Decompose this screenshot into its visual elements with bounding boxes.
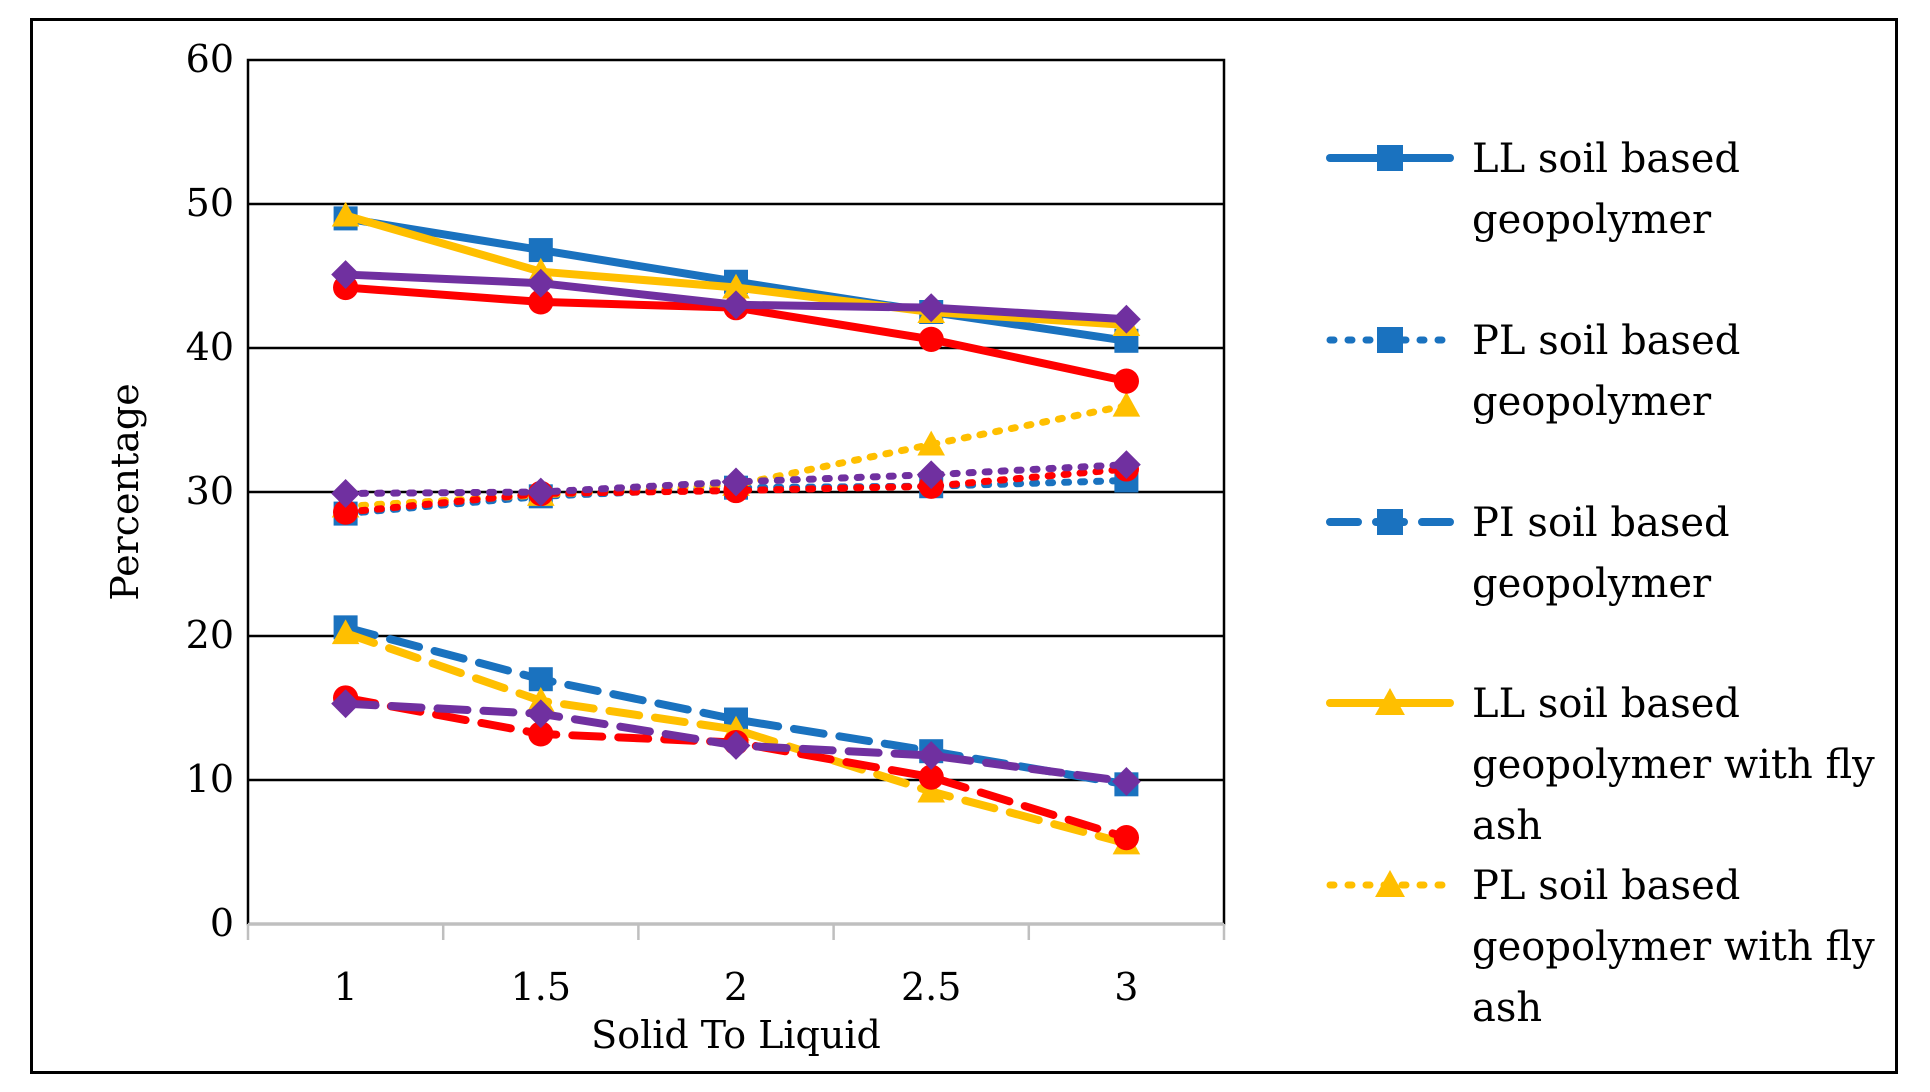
data-point xyxy=(916,460,946,490)
data-point xyxy=(721,467,751,497)
y-tick-label: 50 xyxy=(186,181,234,225)
data-point xyxy=(721,731,751,760)
data-point xyxy=(1113,825,1139,851)
y-tick-label: 60 xyxy=(186,37,234,81)
y-axis: 0 10 20 30 40 50 60 xyxy=(186,37,234,945)
legend-label: PI soil based xyxy=(1472,500,1730,546)
data-point xyxy=(526,477,556,507)
data-point xyxy=(1112,304,1141,334)
y-tick-label: 0 xyxy=(210,901,234,945)
legend-label: geopolymer with fly xyxy=(1472,924,1875,970)
data-point xyxy=(1112,450,1141,480)
data-point xyxy=(1112,391,1141,417)
data-point xyxy=(333,499,359,525)
y-tick-label: 40 xyxy=(186,325,234,369)
y-tick-label: 30 xyxy=(186,469,234,513)
legend-marker xyxy=(1377,509,1403,535)
data-point xyxy=(331,260,360,289)
legend-label: ash xyxy=(1472,803,1542,849)
legend-label: geopolymer with fly xyxy=(1472,742,1875,788)
legend-item: LL soil based geopolymer with fly ash xyxy=(1326,681,1875,849)
x-axis: 1 1.5 2 2.5 3 xyxy=(246,922,1226,1009)
legend-marker xyxy=(1375,688,1405,715)
series-line xyxy=(341,629,1131,848)
series-12 xyxy=(331,689,1141,796)
x-tick-label: 2 xyxy=(724,965,748,1009)
data-point xyxy=(918,764,944,790)
legend-marker xyxy=(1377,327,1403,353)
data-point xyxy=(526,268,556,298)
chart-frame xyxy=(30,18,1898,1074)
data-point xyxy=(722,273,750,299)
data-point xyxy=(917,777,945,803)
legend-label: geopolymer xyxy=(1472,197,1712,243)
data-point xyxy=(528,721,554,747)
series-layer xyxy=(331,201,1141,855)
x-tick-label: 2.5 xyxy=(901,965,961,1009)
legend-marker xyxy=(1375,870,1405,897)
data-point xyxy=(528,289,554,315)
series-10 xyxy=(331,260,1141,334)
legend-item: PL soil based geopolymer with fly ash xyxy=(1326,863,1875,1031)
data-point xyxy=(916,293,946,323)
legend-label: LL soil based xyxy=(1472,136,1740,182)
legend-label: geopolymer xyxy=(1472,561,1712,607)
x-tick-label: 3 xyxy=(1114,965,1138,1009)
legend-label: PL soil based xyxy=(1472,863,1740,909)
data-point xyxy=(526,699,556,729)
data-point xyxy=(331,689,360,719)
legend-item: PI soil based geopolymer xyxy=(1326,500,1730,607)
y-tick-label: 20 xyxy=(186,613,234,657)
x-tick-label: 1 xyxy=(334,965,358,1009)
data-point xyxy=(331,619,360,645)
legend-item: LL soil based geopolymer xyxy=(1326,136,1740,243)
legend-label: LL soil based xyxy=(1472,681,1740,727)
series-11 xyxy=(331,450,1141,508)
data-point xyxy=(331,479,360,508)
legend: LL soil based geopolymer PL soil based geop… xyxy=(1326,136,1875,1031)
data-point xyxy=(916,741,946,770)
legend-item: PL soil based geopolymer xyxy=(1326,318,1740,425)
data-point xyxy=(721,290,751,320)
data-point xyxy=(917,430,945,456)
x-tick-label: 1.5 xyxy=(511,965,571,1009)
y-tick-label: 10 xyxy=(186,757,234,801)
legend-label: ash xyxy=(1472,985,1542,1031)
legend-label: geopolymer xyxy=(1472,379,1712,425)
data-point xyxy=(1112,767,1141,796)
legend-label: PL soil based xyxy=(1472,318,1740,364)
data-point xyxy=(918,326,944,352)
data-point xyxy=(1113,368,1139,394)
x-axis-title: Solid To Liquid xyxy=(591,1013,881,1057)
data-point xyxy=(331,201,360,227)
y-axis-title: Percentage xyxy=(103,383,147,601)
legend-marker xyxy=(1377,145,1403,171)
